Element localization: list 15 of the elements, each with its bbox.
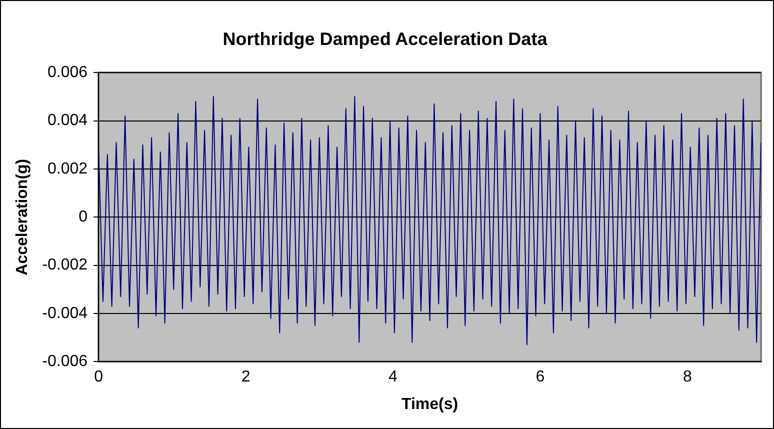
y-tick-label: -0.006 (42, 353, 88, 370)
x-axis-title: Time(s) (401, 396, 458, 413)
x-tick-label: 8 (682, 368, 692, 386)
x-tick-label: 4 (388, 368, 398, 386)
y-tick-label: 0.006 (48, 64, 88, 82)
chart-title: Northridge Damped Acceleration Data (222, 28, 548, 49)
x-tick-label: 0 (94, 368, 104, 386)
y-tick-label: 0 (78, 208, 88, 226)
y-tick-label: -0.004 (42, 304, 88, 322)
y-tick-label: 0.002 (48, 160, 88, 178)
x-tick-label: 2 (241, 368, 250, 386)
x-tick-label: 6 (536, 368, 545, 386)
y-axis-title: Acceleration(g) (14, 158, 32, 276)
y-tick-label: 0.004 (48, 112, 88, 130)
y-tick-label: -0.002 (42, 256, 88, 274)
